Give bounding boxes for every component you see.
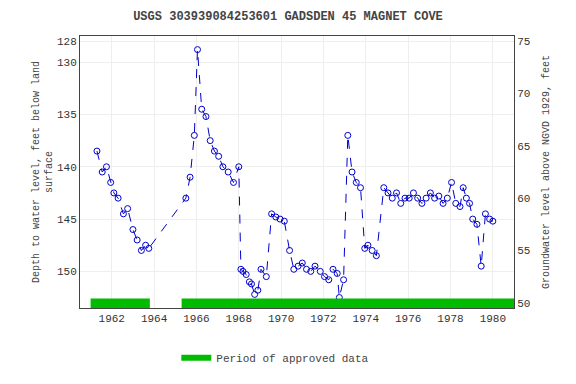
svg-text:135: 135 bbox=[57, 109, 77, 121]
svg-text:50: 50 bbox=[517, 298, 530, 310]
svg-text:1972: 1972 bbox=[310, 313, 336, 325]
svg-text:65: 65 bbox=[517, 141, 530, 153]
svg-text:55: 55 bbox=[517, 245, 530, 257]
svg-text:145: 145 bbox=[57, 214, 77, 226]
svg-text:140: 140 bbox=[57, 162, 77, 174]
svg-text:1970: 1970 bbox=[268, 313, 294, 325]
svg-text:Groundwater level above NGVD 1: Groundwater level above NGVD 1929, feet bbox=[541, 55, 552, 289]
svg-text:1978: 1978 bbox=[437, 313, 463, 325]
svg-text:Period of approved data: Period of approved data bbox=[216, 353, 368, 365]
svg-text:70: 70 bbox=[517, 88, 530, 100]
svg-text:60: 60 bbox=[517, 193, 530, 205]
svg-text:130: 130 bbox=[57, 57, 77, 69]
svg-text:1980: 1980 bbox=[480, 313, 506, 325]
svg-text:75: 75 bbox=[517, 36, 530, 48]
svg-text:Depth to water level, feet bel: Depth to water level, feet below landsur… bbox=[31, 61, 55, 283]
svg-text:128: 128 bbox=[57, 36, 77, 48]
svg-text:1962: 1962 bbox=[99, 313, 125, 325]
svg-text:1964: 1964 bbox=[141, 313, 168, 325]
svg-text:1968: 1968 bbox=[226, 313, 252, 325]
svg-text:1974: 1974 bbox=[353, 313, 380, 325]
svg-text:1976: 1976 bbox=[395, 313, 421, 325]
svg-text:1966: 1966 bbox=[183, 313, 209, 325]
svg-text:150: 150 bbox=[57, 266, 77, 278]
svg-text:USGS 303939084253601 GADSDEN 4: USGS 303939084253601 GADSDEN 45 MAGNET C… bbox=[133, 10, 443, 24]
